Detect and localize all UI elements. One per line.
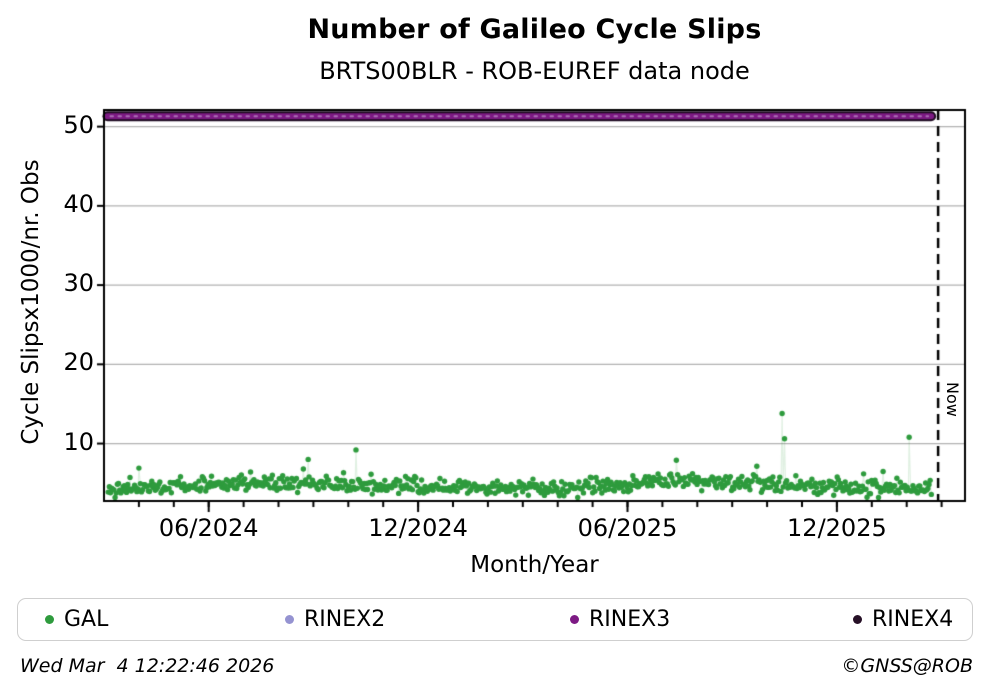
y-tick-label: 30	[63, 269, 94, 298]
x-tick-label: 06/2024	[158, 514, 259, 542]
copyright: ©GNSS@ROB	[841, 655, 973, 677]
legend-item-rinex2: RINEX2	[285, 599, 385, 639]
legend-item-gal: GAL	[45, 599, 108, 639]
gal-marker-icon	[45, 614, 54, 624]
legend-label: RINEX4	[872, 606, 954, 632]
chart-subtitle: BRTS00BLR - ROB-EUREF data node	[319, 57, 750, 85]
legend-label: RINEX3	[589, 606, 671, 632]
chart-title: Number of Galileo Cycle Slips	[307, 14, 762, 45]
legend-box: GAL RINEX2 RINEX3 RINEX4	[17, 598, 973, 641]
rinex3-marker-icon	[570, 614, 579, 624]
rinex2-marker-icon	[285, 614, 294, 624]
legend-label: RINEX2	[304, 606, 386, 632]
y-tick-label: 50	[63, 110, 94, 139]
y-tick-label: 40	[63, 189, 94, 218]
legend-label: GAL	[64, 606, 109, 632]
timestamp: Wed Mar 4 12:22:46 2026	[20, 655, 275, 677]
x-tick-label: 12/2024	[368, 514, 468, 542]
x-tick-label: 12/2025	[787, 514, 887, 542]
x-axis-label: Month/Year	[470, 552, 599, 578]
rinex4-marker-icon	[853, 614, 862, 624]
now-marker-label: Now	[943, 382, 962, 417]
legend-item-rinex3: RINEX3	[570, 599, 670, 639]
legend-item-rinex4: RINEX4	[853, 599, 953, 639]
plot-canvas	[0, 0, 993, 600]
y-tick-label: 10	[63, 427, 94, 456]
y-tick-label: 20	[63, 348, 94, 377]
x-tick-label: 06/2025	[577, 514, 678, 542]
